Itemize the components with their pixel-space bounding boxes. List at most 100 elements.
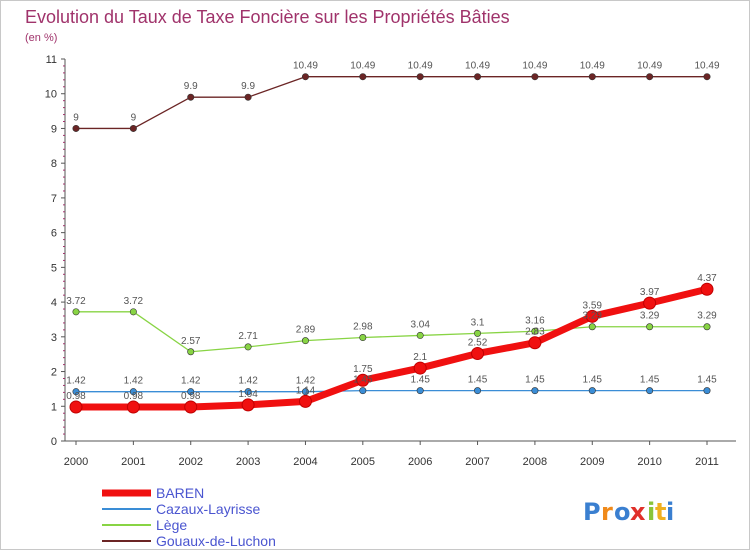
data-label-cazaux-layrisse: 1.42 bbox=[238, 376, 258, 387]
x-tick-label: 2002 bbox=[178, 456, 202, 468]
axes: 0 1 2 3 4 5 6 7 8 9 10 11 2000 2001 2002 2003 2004 2005 20… bbox=[45, 54, 736, 468]
data-label-gouaux-de-luchon: 9.9 bbox=[184, 81, 198, 92]
data-label-l-ge: 3.29 bbox=[697, 311, 717, 322]
data-point-baren bbox=[700, 282, 714, 296]
data-point-gouaux-de-luchon bbox=[244, 93, 252, 101]
y-tick-label: 3 bbox=[51, 332, 57, 344]
data-label-cazaux-layrisse: 1.45 bbox=[353, 375, 373, 386]
data-point-gouaux-de-luchon bbox=[703, 73, 711, 81]
data-labels-layer: 9 9 9.9 9.9 10.49 10.49 10.49 10.49 10.49 10.49 10… bbox=[66, 61, 720, 402]
y-tick-label: 8 bbox=[51, 158, 57, 170]
data-label-baren: 2.83 bbox=[525, 327, 545, 338]
chart-title: Evolution du Taux de Taxe Foncière sur l… bbox=[25, 7, 510, 27]
chart-subtitle: (en %) bbox=[25, 32, 57, 44]
logo-letter: i bbox=[666, 498, 674, 526]
data-label-l-ge: 2.89 bbox=[296, 325, 316, 336]
data-label-gouaux-de-luchon: 10.49 bbox=[465, 61, 490, 72]
data-label-gouaux-de-luchon: 10.49 bbox=[350, 61, 375, 72]
data-point-baren bbox=[298, 394, 312, 408]
data-label-baren: 0.98 bbox=[66, 391, 86, 402]
data-point-baren bbox=[126, 400, 140, 414]
data-point-gouaux-de-luchon bbox=[187, 93, 195, 101]
data-label-l-ge: 2.71 bbox=[238, 331, 258, 342]
data-point-gouaux-de-luchon bbox=[531, 73, 539, 81]
data-point-l-ge bbox=[646, 323, 654, 331]
y-tick-label: 9 bbox=[51, 123, 57, 135]
data-label-gouaux-de-luchon: 10.49 bbox=[293, 61, 318, 72]
logo-letter: i bbox=[647, 498, 655, 526]
data-label-cazaux-layrisse: 1.45 bbox=[583, 375, 603, 386]
data-label-gouaux-de-luchon: 10.49 bbox=[694, 61, 719, 72]
data-label-l-ge: 3.1 bbox=[471, 317, 485, 328]
data-point-gouaux-de-luchon bbox=[72, 124, 80, 132]
x-tick-label: 2003 bbox=[236, 456, 260, 468]
data-label-cazaux-layrisse: 1.42 bbox=[66, 376, 86, 387]
data-point-l-ge bbox=[301, 337, 309, 345]
data-label-baren: 4.37 bbox=[697, 273, 717, 284]
data-point-cazaux-layrisse bbox=[187, 388, 195, 396]
data-point-cazaux-layrisse bbox=[416, 387, 424, 395]
x-tick-label: 2001 bbox=[121, 456, 145, 468]
data-point-gouaux-de-luchon bbox=[416, 73, 424, 81]
x-tick-label: 2000 bbox=[64, 456, 88, 468]
logo-letter: o bbox=[614, 498, 631, 526]
data-point-l-ge bbox=[416, 331, 424, 339]
data-point-cazaux-layrisse bbox=[129, 388, 137, 396]
data-point-cazaux-layrisse bbox=[646, 387, 654, 395]
data-label-gouaux-de-luchon: 10.49 bbox=[408, 61, 433, 72]
legend-label-cazaux-layrisse: Cazaux-Layrisse bbox=[156, 501, 260, 517]
data-point-gouaux-de-luchon bbox=[129, 124, 137, 132]
data-point-l-ge bbox=[531, 327, 539, 335]
data-point-baren bbox=[585, 309, 599, 323]
data-label-baren: 2.52 bbox=[468, 337, 488, 348]
series-layer bbox=[69, 73, 714, 414]
data-point-l-ge bbox=[588, 323, 596, 331]
series-line-baren bbox=[72, 285, 711, 411]
data-point-cazaux-layrisse bbox=[703, 387, 711, 395]
series-line-l-ge bbox=[75, 311, 708, 353]
legend-label-baren: BAREN bbox=[156, 485, 204, 501]
x-tick-label: 2006 bbox=[408, 456, 432, 468]
logo-letter: r bbox=[601, 498, 613, 526]
data-point-l-ge bbox=[187, 348, 195, 356]
data-point-gouaux-de-luchon bbox=[359, 73, 367, 81]
x-tick-label: 2010 bbox=[637, 456, 661, 468]
data-label-l-ge: 2.98 bbox=[353, 322, 373, 333]
data-point-baren bbox=[413, 361, 427, 375]
x-tick-label: 2011 bbox=[695, 456, 719, 468]
series-line-cazaux-layrisse bbox=[75, 389, 708, 393]
data-point-cazaux-layrisse bbox=[244, 388, 252, 396]
x-tick-label: 2007 bbox=[465, 456, 489, 468]
data-label-gouaux-de-luchon: 9 bbox=[73, 112, 79, 123]
series-line-gouaux-de-luchon bbox=[75, 76, 708, 130]
data-label-baren: 0.98 bbox=[124, 391, 144, 402]
x-tick-label: 2008 bbox=[523, 456, 547, 468]
data-label-cazaux-layrisse: 1.45 bbox=[525, 375, 545, 386]
data-point-cazaux-layrisse bbox=[359, 387, 367, 395]
data-label-baren: 1.14 bbox=[296, 385, 316, 396]
data-label-cazaux-layrisse: 1.45 bbox=[697, 375, 717, 386]
data-point-cazaux-layrisse bbox=[301, 388, 309, 396]
logo-letter: P bbox=[583, 498, 601, 526]
x-tick-label: 2009 bbox=[580, 456, 604, 468]
data-label-baren: 3.97 bbox=[640, 287, 660, 298]
y-tick-label: 5 bbox=[51, 262, 57, 274]
y-tick-label: 0 bbox=[51, 436, 57, 448]
data-point-baren bbox=[69, 400, 83, 414]
legend-label-l-ge: Lège bbox=[156, 517, 187, 533]
data-label-baren: 3.59 bbox=[583, 300, 603, 311]
data-label-cazaux-layrisse: 1.45 bbox=[468, 375, 488, 386]
data-point-l-ge bbox=[474, 329, 482, 337]
y-tick-label: 4 bbox=[51, 297, 57, 309]
x-tick-label: 2005 bbox=[351, 456, 375, 468]
data-point-gouaux-de-luchon bbox=[301, 73, 309, 81]
data-point-baren bbox=[471, 346, 485, 360]
y-tick-label: 7 bbox=[51, 193, 57, 205]
y-tick-label: 11 bbox=[46, 54, 57, 66]
data-label-baren: 0.98 bbox=[181, 391, 201, 402]
data-label-cazaux-layrisse: 1.42 bbox=[296, 376, 316, 387]
x-tick-label: 2004 bbox=[293, 456, 317, 468]
y-tick-label: 10 bbox=[45, 89, 57, 101]
data-point-gouaux-de-luchon bbox=[474, 73, 482, 81]
